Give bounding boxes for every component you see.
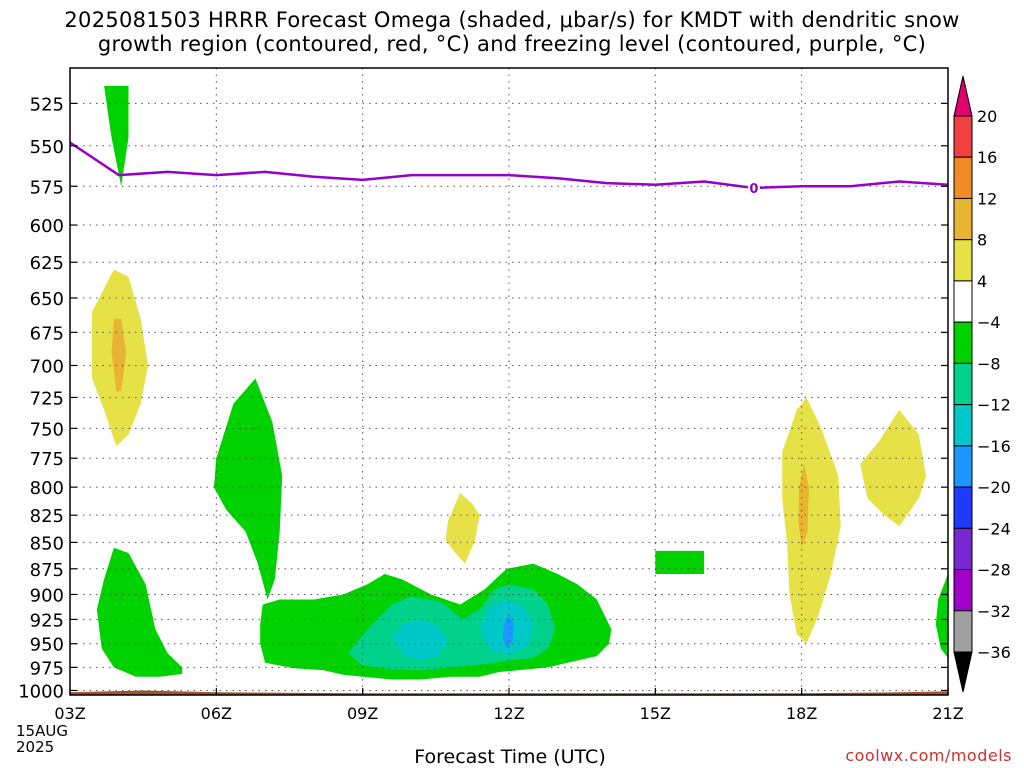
colorbar-bottom-arrow: [953, 651, 973, 693]
y-tick-label: 700: [30, 356, 64, 377]
colorbar-bin: [953, 610, 973, 653]
y-tick-label: 800: [30, 478, 64, 499]
x-tick-label: 21Z: [932, 704, 963, 723]
chart-title: 2025081503 HRRR Forecast Omega (shaded, …: [0, 8, 1024, 56]
omega-region-orange-800-18z: [798, 464, 809, 548]
colorbar-label: −4: [977, 313, 1001, 332]
omega-region-green-top-4z: [104, 85, 129, 187]
colorbar-bin: [953, 156, 973, 199]
terrain-layer: [70, 690, 948, 695]
y-tick-label: 650: [30, 289, 64, 310]
colorbar-bin: [953, 445, 973, 488]
y-axis: 525 550 575 600 625 650 675 700 725 750 775 800 825 8…: [18, 94, 948, 702]
date-label-day: 15AUG: [16, 722, 68, 740]
y-tick-label: 675: [30, 323, 64, 344]
chart-title-line-1: 2025081503 HRRR Forecast Omega (shaded, …: [64, 8, 960, 32]
colorbar-label: 16: [977, 148, 997, 167]
colorbar-bin: [953, 115, 973, 158]
colorbar-bin: [953, 239, 973, 282]
omega-shading: [92, 85, 948, 680]
y-tick-label: 1000: [18, 681, 64, 702]
omega-region-orange-680-4z: [111, 318, 127, 392]
colorbar-bin: [953, 197, 973, 241]
credit-text: coolwx.com/models: [845, 746, 1012, 765]
colorbar-top-arrow: [953, 75, 973, 117]
freezing-level-line: [70, 141, 948, 190]
colorbar-bin: [953, 280, 973, 323]
colorbar-label: −8: [977, 354, 1001, 373]
omega-region-cyan-1-10z: [391, 619, 448, 661]
colorbar-bin: [953, 321, 973, 364]
x-tick-label: 15Z: [640, 704, 671, 723]
colorbar-label: −20: [977, 478, 1011, 497]
y-tick-label: 525: [30, 94, 64, 115]
x-tick-label: 09Z: [347, 704, 378, 723]
x-tick-label: 03Z: [54, 704, 85, 723]
colorbar-label: 12: [977, 189, 997, 208]
x-tick-label: 12Z: [493, 704, 524, 723]
omega-region-yellow-825-11z: [445, 492, 480, 564]
colorbar-bin: [953, 527, 973, 571]
omega-region-green-870-15z: [655, 550, 705, 574]
y-tick-label: 575: [30, 177, 64, 198]
y-tick-label: 725: [30, 388, 64, 409]
y-tick-label: 875: [30, 560, 64, 581]
colorbar-label: 4: [977, 272, 987, 291]
colorbar-bin: [953, 362, 973, 406]
y-tick-label: 625: [30, 253, 64, 274]
colorbar-bin: [953, 486, 973, 529]
y-tick-label: 850: [30, 533, 64, 554]
y-tick-label: 750: [30, 419, 64, 440]
omega-region-blue-12z: [503, 614, 514, 649]
x-tick-label: 06Z: [201, 704, 232, 723]
omega-region-green-mid-6z: [213, 378, 283, 600]
colorbar-label: −24: [977, 519, 1011, 538]
x-axis-title: Forecast Time (UTC): [414, 746, 606, 768]
freezing-level-label-bg: [747, 180, 760, 195]
omega-region-yellow-800-18z: [782, 397, 841, 644]
colorbar-label: −12: [977, 396, 1011, 415]
y-tick-label: 825: [30, 506, 64, 527]
y-tick-label: 775: [30, 449, 64, 470]
y-tick-label: 975: [30, 658, 64, 679]
omega-region-green-930-21z: [935, 574, 948, 658]
x-tick-label: 18Z: [786, 704, 817, 723]
colorbar-label: −36: [977, 643, 1011, 662]
y-tick-label: 900: [30, 585, 64, 606]
omega-region-yellow-790-20z: [860, 409, 927, 527]
colorbar-label: −28: [977, 561, 1011, 580]
colorbar-label: 20: [977, 107, 997, 126]
x-axis: 03Z 06Z 09Z 12Z 15Z 18Z 21Z: [54, 688, 964, 723]
colorbar-label: −16: [977, 437, 1011, 456]
colorbar-label: 8: [977, 231, 987, 250]
colorbar-label: −32: [977, 602, 1011, 621]
colorbar-bin: [953, 569, 973, 612]
date-label-year: 2025: [16, 738, 55, 756]
y-tick-label: 550: [30, 137, 64, 158]
chart-title-line-2: growth region (contoured, red, °C) and f…: [97, 32, 927, 56]
colorbar: 20 16 12 8 4 −4 −8 −12 −16 −20 −24 −28 −32 −36: [953, 75, 1011, 693]
freezing-level-layer: 0: [70, 141, 948, 197]
omega-region-green-low-4z: [96, 547, 183, 677]
y-tick-label: 600: [30, 216, 64, 237]
y-tick-label: 950: [30, 635, 64, 656]
terrain-fill: [70, 690, 948, 695]
freezing-level-label: 0: [749, 182, 758, 197]
colorbar-bin: [953, 404, 973, 447]
y-tick-label: 925: [30, 610, 64, 631]
